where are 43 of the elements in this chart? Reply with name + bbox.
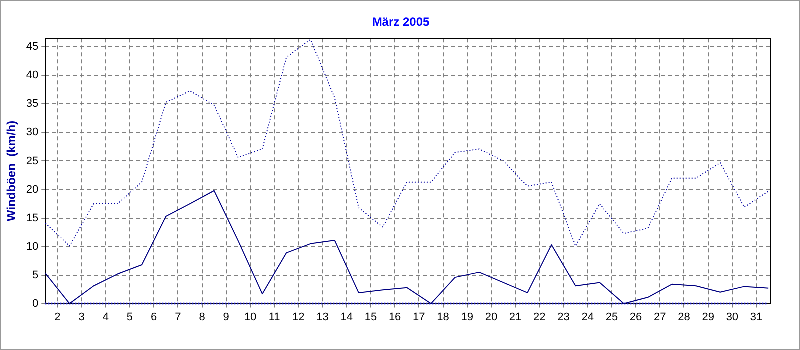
x-tick-label: 11: [268, 311, 280, 324]
x-tick-label: 17: [413, 311, 426, 324]
x-tick-label: 14: [340, 311, 353, 324]
x-tick-label: 13: [316, 311, 329, 324]
y-tick-label: 40: [26, 70, 39, 82]
x-tick-label: 16: [388, 311, 402, 324]
y-tick-label: 30: [26, 126, 39, 139]
x-tick-label: 24: [582, 311, 594, 324]
y-tick-label: 0: [32, 298, 39, 310]
y-tick-label: 35: [26, 98, 39, 110]
chart-title: März 2005: [371, 15, 431, 29]
x-tick-label: 9: [223, 311, 230, 324]
x-tick-label: 15: [364, 311, 378, 324]
x-tick-label: 28: [678, 311, 690, 324]
y-tick-label: 10: [26, 240, 39, 253]
y-tick-label: 25: [26, 155, 39, 168]
x-tick-label: 22: [534, 311, 546, 324]
x-tick-label: 19: [461, 311, 474, 324]
x-tick-label: 30: [726, 311, 739, 324]
x-tick-label: 31: [750, 311, 763, 324]
y-tick-label: 20: [26, 184, 39, 196]
line-series: [45, 39, 770, 247]
x-tick-label: 29: [702, 311, 714, 324]
x-tick-label: 4: [102, 311, 109, 324]
y-axis-title: Windböen (km/h): [4, 120, 19, 222]
x-tick-label: 27: [654, 311, 666, 324]
x-tick-label: 2: [54, 311, 61, 324]
x-tick-label: 10: [244, 311, 257, 324]
x-tick-label: 6: [151, 311, 158, 324]
x-tick-label: 23: [558, 311, 570, 324]
y-tick-label: 15: [26, 212, 39, 224]
y-tick-label: 5: [32, 269, 39, 282]
x-tick-label: 21: [509, 311, 522, 324]
x-tick-label: 25: [606, 311, 618, 324]
x-tick-label: 20: [485, 311, 498, 324]
x-tick-label: 5: [126, 311, 134, 324]
x-tick-label: 12: [292, 311, 305, 324]
x-tick-label: 3: [78, 311, 85, 324]
x-tick-label: 7: [175, 311, 182, 324]
y-tick-label: 45: [26, 41, 39, 54]
x-tick-label: 18: [437, 311, 450, 324]
x-tick-label: 8: [199, 311, 206, 324]
x-tick-label: 26: [630, 311, 642, 324]
